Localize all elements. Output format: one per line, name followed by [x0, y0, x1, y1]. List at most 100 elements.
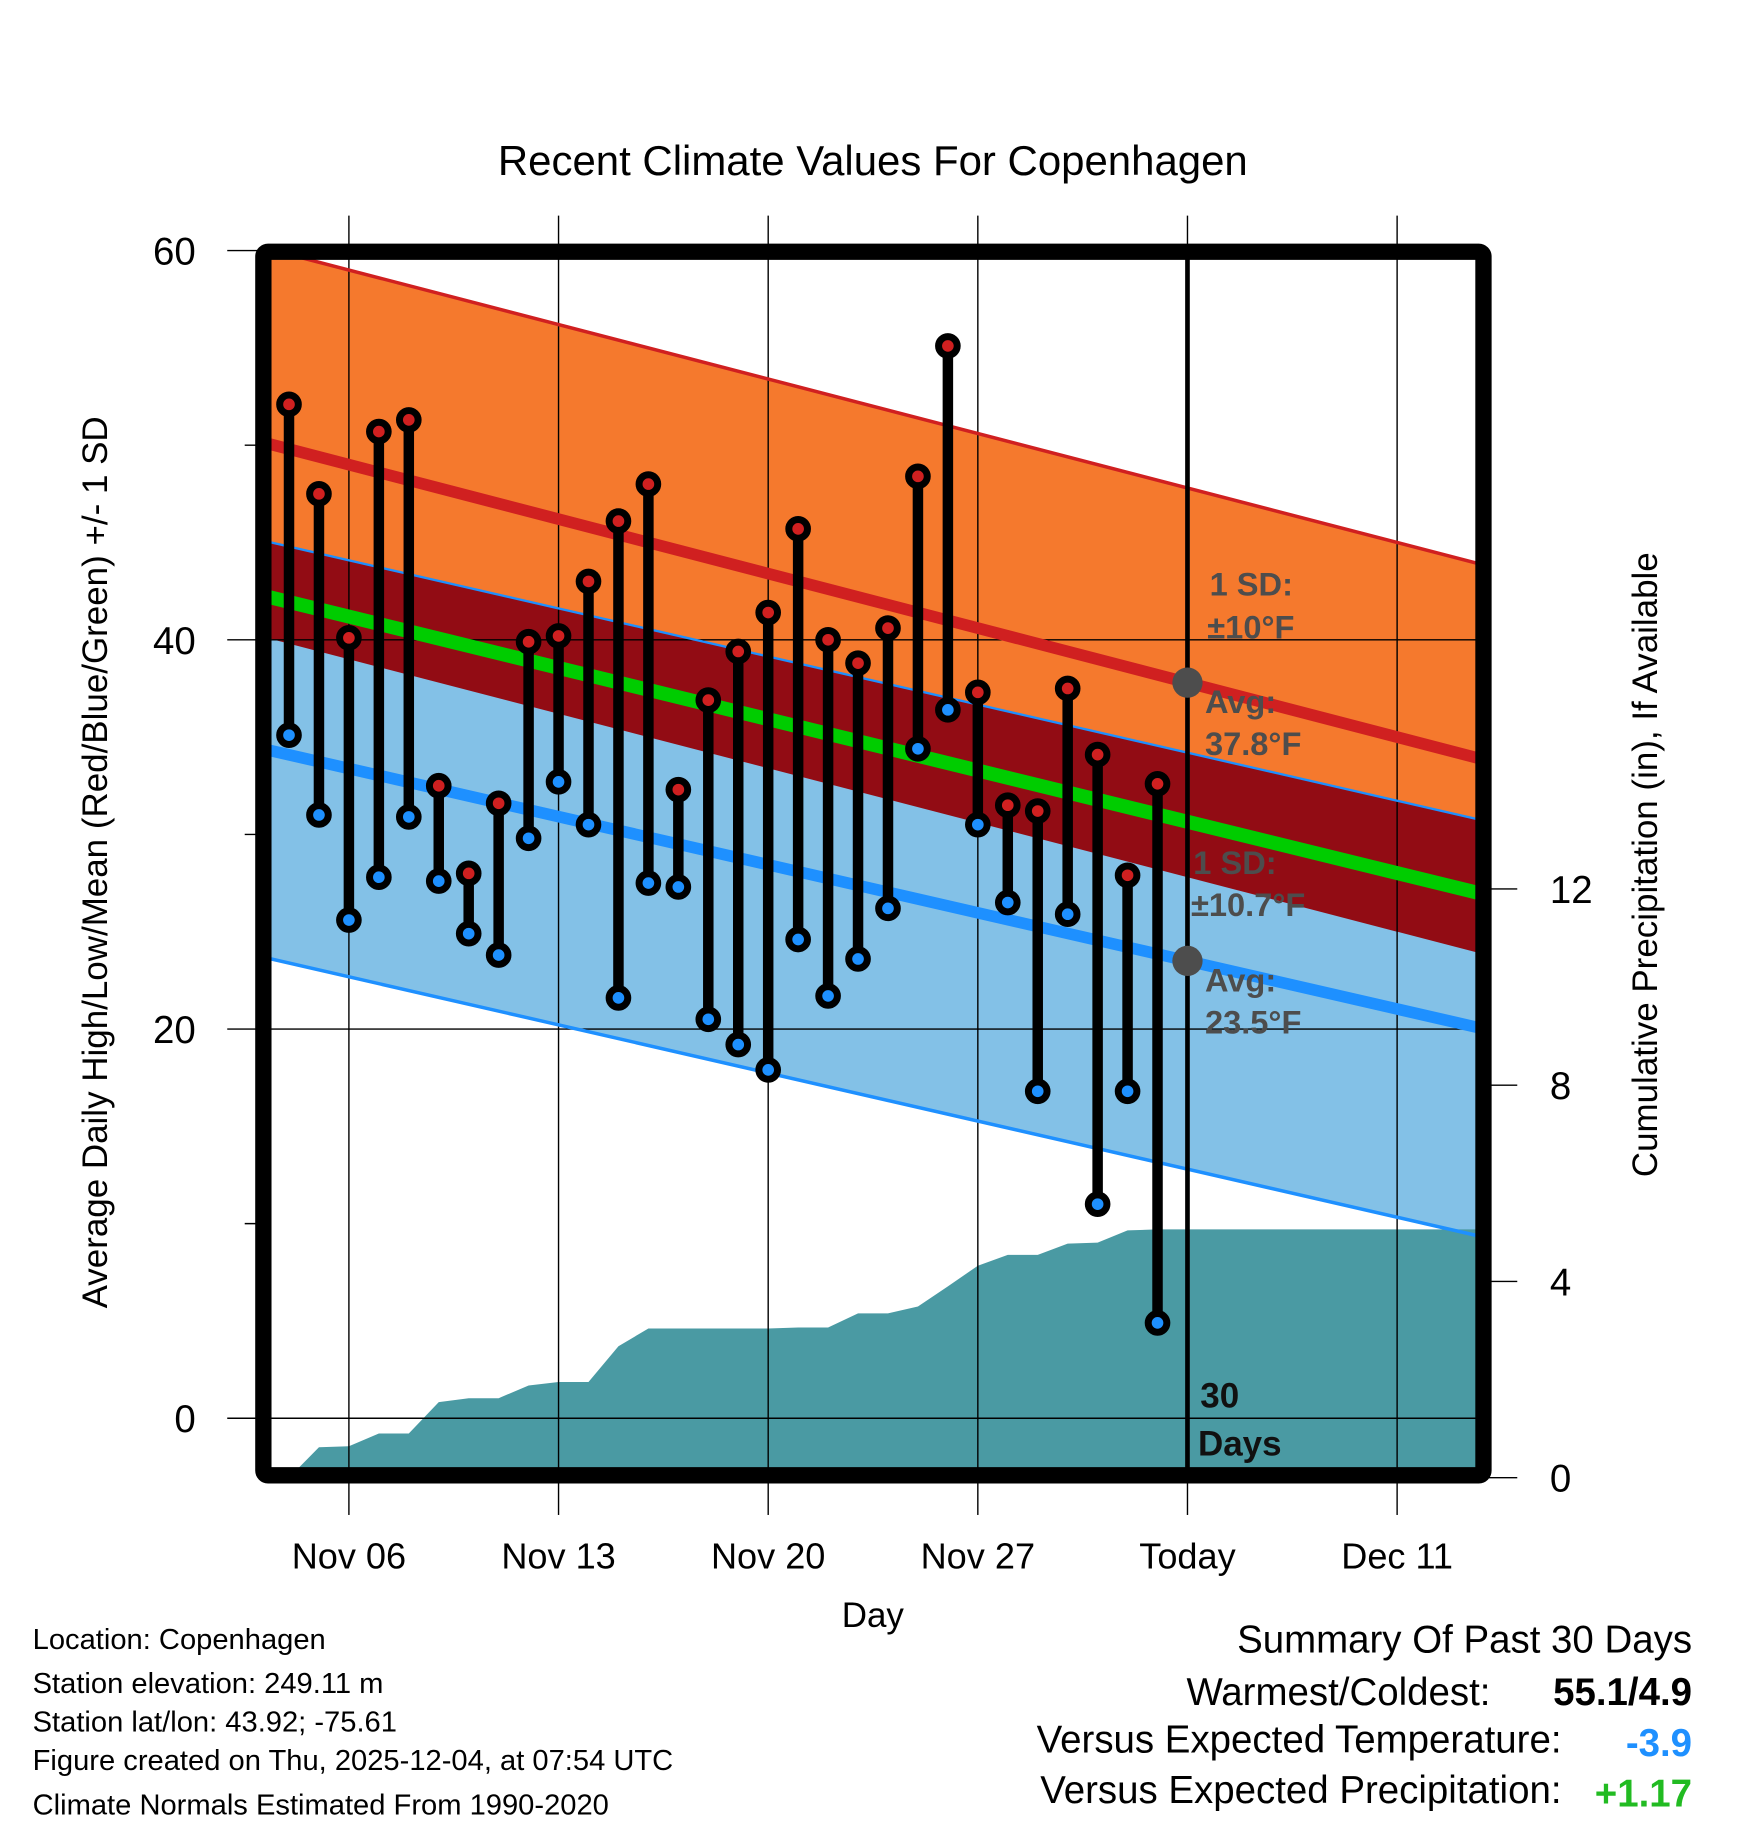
daily-stem: [366, 418, 392, 891]
high-point: [306, 481, 332, 507]
high-point: [336, 625, 362, 651]
daily-stem: [845, 650, 871, 972]
today-marker: [1172, 251, 1203, 1476]
high-plus-sd-line: [271, 251, 1484, 567]
daily-stem: [875, 615, 901, 922]
window-annotation: 30 Days: [1198, 1377, 1282, 1464]
high-point: [1114, 862, 1141, 889]
low-point: [845, 946, 871, 972]
daily-stem: [725, 638, 752, 1058]
y-tick-label: 40: [153, 620, 196, 663]
precip-area-path: [291, 1229, 1484, 1476]
summary-temp-value: -3.9: [1626, 1722, 1692, 1765]
x-tick-label: Nov 20: [711, 1536, 825, 1577]
daily-stem: [1114, 862, 1141, 1105]
low-point: [665, 874, 692, 900]
high-sd-annotation: 1 SD: ±10°F: [1207, 566, 1294, 646]
low-point: [1144, 1310, 1171, 1336]
low-point: [755, 1057, 782, 1083]
low-point: [695, 1006, 722, 1033]
daily-stem: [1144, 770, 1171, 1336]
low-avg-today-dot: [1172, 945, 1203, 977]
low-point: [395, 804, 422, 830]
daily-stem: [276, 391, 302, 748]
x-tick-label: Nov 06: [292, 1536, 406, 1577]
low-point: [276, 722, 302, 748]
y2-tick-label: 8: [1550, 1065, 1571, 1108]
low-point: [425, 868, 452, 894]
low-sd-annotation: 1 SD: ±10.7°F: [1191, 844, 1305, 923]
y-tick-label: 20: [153, 1009, 196, 1052]
daily-stem: [545, 623, 572, 795]
summary-precip-label: Versus Expected Precipitation:: [1040, 1769, 1561, 1812]
plot-frame: [255, 243, 1492, 1484]
low-point: [366, 864, 392, 891]
low-sd-value: ±10.7°F: [1191, 886, 1305, 923]
high-point: [845, 650, 871, 676]
high-point: [785, 516, 811, 542]
low-point: [515, 825, 542, 852]
summary-precip-value: +1.17: [1595, 1772, 1692, 1815]
plot-area: [263, 251, 1484, 1476]
daily-stem: [455, 860, 482, 947]
high-point: [755, 599, 782, 626]
high-normal-line: [263, 436, 1484, 766]
x-tick-label: Nov 13: [501, 1536, 615, 1577]
low-point: [725, 1031, 752, 1058]
y-tick-label: 60: [153, 231, 196, 274]
low-avg-value: 23.5°F: [1205, 1004, 1301, 1041]
x-axis: Nov 06 Nov 13 Nov 20 Nov 27 Today Dec 11: [292, 1536, 1453, 1577]
low-point: [336, 907, 362, 933]
high-point: [276, 391, 302, 418]
high-point: [366, 418, 392, 445]
daily-stem: [755, 599, 782, 1083]
high-avg-today-dot: [1172, 667, 1203, 698]
footer-elevation: Station elevation: 249.11 m: [33, 1668, 384, 1700]
y2-tick-label: 0: [1550, 1458, 1571, 1501]
y2-axis-label: Cumulative Precipitation (in), If Availa…: [1626, 552, 1665, 1177]
y-axis-right: 0 4 8 12: [1550, 869, 1593, 1501]
x-tick-label: Nov 27: [921, 1536, 1035, 1577]
window-days-label: Days: [1198, 1425, 1282, 1464]
daily-stem: [395, 407, 422, 830]
high-point: [965, 679, 991, 706]
high-point: [1024, 798, 1051, 824]
low-point: [605, 985, 632, 1011]
low-plus-sd-line: [263, 539, 1484, 822]
high-point: [395, 407, 422, 433]
high-point: [905, 463, 931, 490]
low-point: [965, 811, 991, 838]
high-point: [515, 628, 542, 655]
low-point: [905, 735, 931, 762]
daily-stem: [785, 516, 811, 953]
x-tick-label: Today: [1139, 1536, 1235, 1577]
daily-stem: [935, 333, 961, 723]
summary-warmest-label: Warmest/Coldest:: [1186, 1671, 1490, 1714]
high-point: [1144, 770, 1171, 797]
low-avg-annotation: Avg: 23.5°F: [1205, 962, 1301, 1041]
high-point: [425, 772, 452, 799]
high-point: [635, 471, 662, 497]
daily-stem: [515, 628, 542, 852]
low-point: [635, 870, 662, 896]
low-point: [1114, 1078, 1141, 1105]
high-point: [994, 792, 1021, 819]
summary-temp-label: Versus Expected Temperature:: [1037, 1719, 1562, 1762]
summary-warmest-value: 55.1/4.9: [1553, 1671, 1692, 1714]
high-point: [545, 623, 572, 649]
high-sd-value: ±10°F: [1207, 609, 1294, 646]
low-point: [785, 926, 811, 953]
summary-title: Summary Of Past 30 Days: [1237, 1618, 1692, 1661]
footer-normals: Climate Normals Estimated From 1990-2020: [33, 1789, 609, 1821]
low-point: [1084, 1191, 1111, 1217]
high-point: [1084, 741, 1111, 768]
daily-stem: [635, 471, 662, 896]
y-tick-label: 0: [174, 1398, 195, 1441]
low-point: [306, 802, 332, 828]
daily-stem: [665, 776, 692, 900]
daily-stem: [485, 790, 512, 968]
high-avg-annotation: Avg: 37.8°F: [1205, 683, 1301, 762]
high-point: [485, 790, 512, 817]
precip-area: [291, 1229, 1484, 1476]
